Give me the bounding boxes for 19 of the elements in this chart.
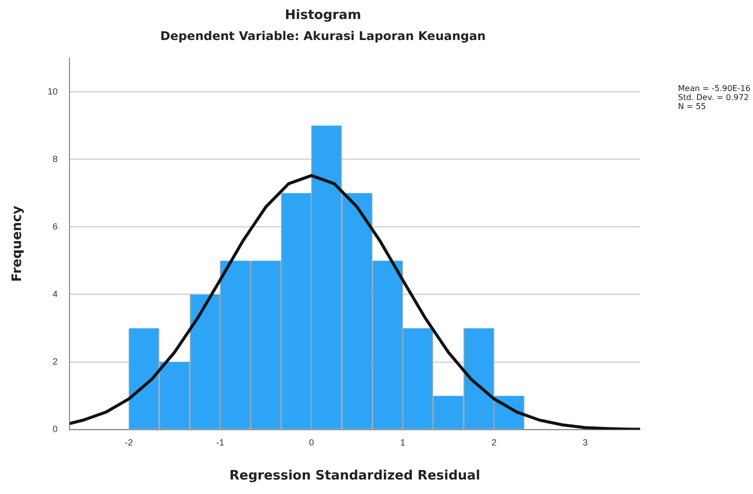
x-tick-label: 1 xyxy=(400,437,406,448)
chart-title: Histogram xyxy=(284,8,362,24)
y-tick-label: 0 xyxy=(52,424,58,434)
text: Std. Dev. = 0.972 xyxy=(678,93,750,102)
text: N = 55 xyxy=(678,102,707,111)
y-axis-title: Frequency xyxy=(10,205,26,282)
x-tick-label: -1 xyxy=(216,437,224,448)
text: Mean = -5.90E-16 xyxy=(678,84,750,93)
y-tick-label: 10 xyxy=(48,86,58,96)
x-tick-label: 3 xyxy=(582,437,588,448)
y-tick-label: 8 xyxy=(52,154,58,164)
chart-subtitle: Dependent Variable: Akurasi Laporan Keuangan xyxy=(160,28,486,43)
y-tick-label: 2 xyxy=(52,356,58,367)
x-tick-label: 2 xyxy=(491,437,496,448)
y-tick-label: 6 xyxy=(52,221,58,232)
x-tick-label: 0 xyxy=(308,437,314,448)
y-tick-label: 4 xyxy=(52,288,58,299)
x-tick-label: -2 xyxy=(124,437,133,448)
x-axis-title: Regression Standardized Residual xyxy=(229,468,480,484)
